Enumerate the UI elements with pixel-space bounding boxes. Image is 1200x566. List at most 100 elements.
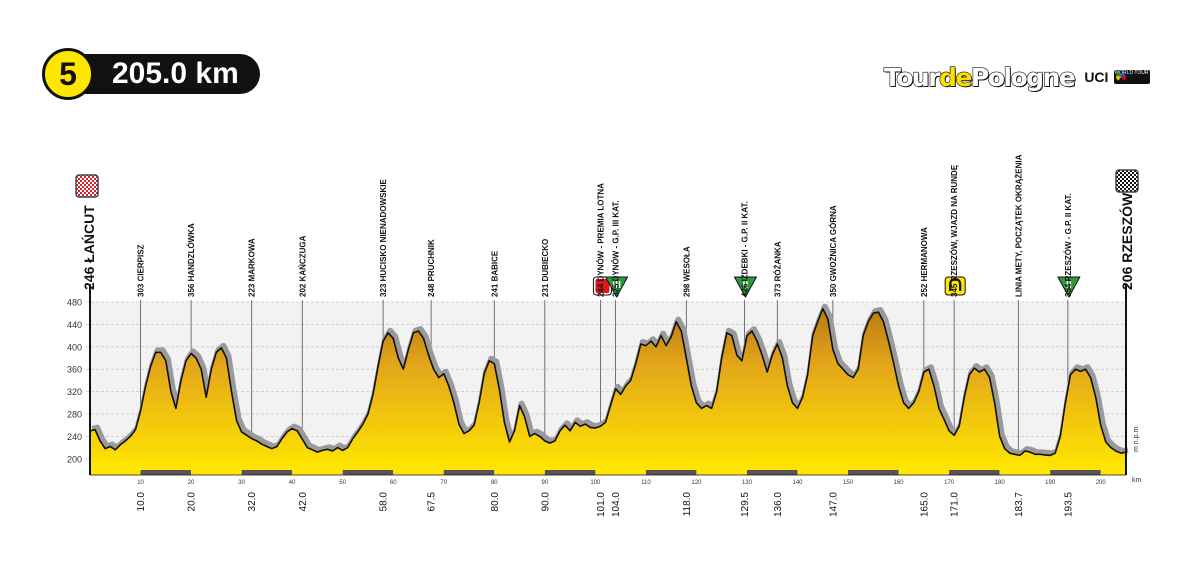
km-scale-segment	[292, 470, 343, 475]
waypoint-label: 231 DUBIECKO	[541, 239, 550, 297]
x-tick-label: 70	[440, 480, 447, 486]
start-label: 246 ŁAŃCUT	[81, 205, 97, 290]
waypoint-label: 356 HANDZLÓWKA	[187, 223, 196, 297]
kom-cat2-icon	[1057, 276, 1081, 298]
waypoint-km-label: 67.5	[427, 492, 438, 512]
waypoint-label: 350 GWOŹNICA GÓRNA	[829, 205, 838, 297]
uci-world-tour-icon: WORLD TOUR	[1114, 70, 1151, 84]
waypoint-label: 298 WESOŁA	[682, 246, 691, 297]
x-tick-label: 60	[390, 480, 397, 486]
waypoint-label: 323 HUCISKO NIENADOWSKIE	[379, 179, 388, 297]
km-scale-segment	[191, 470, 242, 475]
km-scale-segment	[443, 470, 495, 475]
y-tick-label: 440	[67, 320, 82, 330]
x-tick-label: 30	[238, 480, 245, 486]
waypoint-km-label: 20.0	[187, 492, 198, 512]
stage-distance: 205.0 km	[78, 54, 260, 94]
y-tick-label: 200	[67, 454, 82, 464]
waypoint-label: 303 CIERPISZ	[137, 244, 146, 297]
y-tick-label: 480	[67, 298, 82, 308]
waypoint-km-label: 165.0	[919, 492, 930, 517]
waypoint-label: 241 BABICE	[490, 250, 499, 297]
x-tick-label: 190	[1045, 480, 1056, 486]
x-tick-label: 120	[691, 480, 702, 486]
x-tick-label: 10	[137, 480, 144, 486]
km-scale-segment	[1100, 470, 1126, 475]
y-tick-label: 360	[67, 365, 82, 375]
km-scale-segment	[393, 470, 444, 475]
sprint-icon	[595, 279, 610, 293]
waypoint-label: 248 PRUCHNIK	[427, 239, 436, 297]
brand-part-de: de	[938, 62, 973, 92]
start-flag-icon	[75, 174, 99, 198]
waypoint-label: 252 HERMANOWA	[920, 227, 929, 297]
brand-part-tour: Tour	[883, 62, 941, 92]
x-tick-label: 80	[491, 480, 498, 486]
y-tick-label: 240	[67, 432, 82, 442]
tour-de-pologne-logo: TourdePologne UCI WORLD TOUR	[883, 62, 1151, 92]
finish-flag-icon	[1115, 169, 1139, 193]
waypoint-label: 354 RZESZÓW - G.P. II KAT.	[1064, 193, 1073, 297]
waypoint-label: 325 DYNÓW - G.P. III KAT.	[612, 200, 621, 297]
waypoint-km-label: 136.0	[773, 492, 784, 517]
uci-tour-label: WORLD TOUR	[1114, 70, 1149, 76]
x-tick-label: 180	[995, 480, 1006, 486]
x-tick-label: 150	[843, 480, 854, 486]
km-scale-segment	[140, 470, 192, 475]
x-tick-label: 20	[188, 480, 195, 486]
waypoint-km-label: 171.0	[950, 492, 961, 517]
y-tick-label: 280	[67, 410, 82, 420]
x-tick-label: 160	[894, 480, 905, 486]
waypoint-label: 223 MARKOWA	[248, 238, 257, 297]
km-scale-segment	[342, 470, 394, 475]
x-tick-label: 90	[541, 480, 548, 486]
waypoint-km-label: 32.0	[247, 492, 258, 512]
x-tick-label: 50	[339, 480, 346, 486]
y-axis-title: m n.p.m.	[1133, 425, 1140, 452]
waypoint-km-label: 193.5	[1063, 492, 1074, 517]
km-scale-segment	[90, 470, 141, 475]
km-scale-segment	[999, 470, 1051, 475]
uci-label: UCI	[1084, 69, 1109, 85]
circuit-arrow-icon	[949, 277, 962, 291]
km-scale-segment	[898, 470, 950, 475]
brand-wordmark: TourdePologne	[883, 62, 1076, 92]
x-tick-label: 40	[289, 480, 296, 486]
waypoint-km-label: 80.0	[490, 492, 501, 512]
finish-label: 206 RZESZÓW	[1118, 192, 1135, 290]
waypoint-label: 373 RÓŻANKA	[773, 241, 782, 297]
stage-badge: 5 205.0 km	[42, 48, 262, 100]
km-scale-segment	[797, 470, 849, 475]
waypoint-km-label: 58.0	[379, 492, 390, 512]
km-scale-segment	[1050, 470, 1101, 475]
waypoint-label: 244 DYNÓW - PREMIA LOTNA	[596, 183, 605, 297]
elevation-line	[89, 307, 1127, 457]
kom-cat2-icon	[733, 276, 757, 298]
km-scale-segment	[645, 470, 697, 475]
km-scale-segment	[949, 470, 1000, 475]
waypoint-km-label: 104.0	[611, 492, 622, 517]
km-scale-segment	[595, 470, 646, 475]
waypoint-label: LINIA METY, POCZĄTEK OKRĄŻENIA	[1014, 154, 1023, 297]
km-scale-segment	[746, 470, 798, 475]
waypoint-km-label: 129.5	[740, 492, 751, 517]
x-tick-label: 140	[793, 480, 804, 486]
x-tick-label: 100	[590, 480, 601, 486]
waypoint-km-label: 90.0	[540, 492, 551, 512]
km-scale-segment	[494, 470, 545, 475]
km-scale-segment	[848, 470, 899, 475]
waypoint-label: 345 RZESZÓW, WJAZD NA RUNDĘ	[950, 164, 959, 297]
waypoint-km-label: 118.0	[682, 492, 693, 517]
y-tick-label: 320	[67, 387, 82, 397]
waypoint-km-label: 10.0	[136, 492, 147, 512]
waypoint-km-label: 183.7	[1014, 492, 1025, 517]
waypoint-label: 202 KAŃCZUGA	[298, 235, 307, 297]
brand-part-pologne: Pologne	[970, 62, 1076, 92]
elevation-area	[90, 308, 1126, 470]
waypoint-km-label: 42.0	[298, 492, 309, 512]
waypoint-km-label: 101.0	[596, 492, 607, 517]
km-scale-segment	[544, 470, 596, 475]
x-axis-title: km	[1132, 477, 1142, 484]
x-tick-label: 130	[742, 480, 753, 486]
